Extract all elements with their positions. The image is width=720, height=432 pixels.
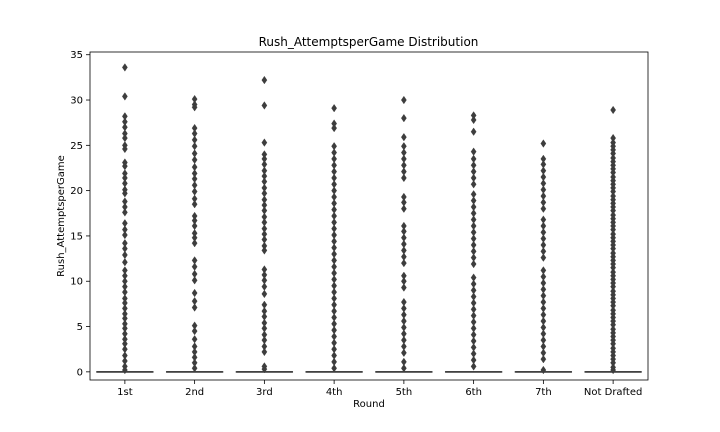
x-tick-label: 6th: [465, 387, 482, 398]
outlier-point: [470, 127, 477, 136]
outlier-point: [122, 92, 128, 101]
outlier-point: [401, 348, 407, 357]
outlier-point: [191, 200, 198, 209]
y-axis-title: Rush_AttemptsperGame: [56, 155, 67, 277]
outlier-point: [122, 189, 128, 198]
outlier-point: [610, 105, 616, 115]
outlier-point: [261, 347, 268, 357]
y-axis: 0 5 10 15 20 25 30 35: [70, 50, 90, 378]
outlier-point: [470, 362, 477, 371]
y-tick-label: 25: [70, 141, 83, 152]
outlier-point: [191, 262, 198, 271]
outlier-point: [470, 147, 477, 156]
outlier-point: [261, 246, 268, 255]
outlier-point: [331, 364, 337, 373]
x-tick-label: 3rd: [256, 387, 273, 398]
outlier-point: [470, 180, 477, 189]
outlier-point: [122, 144, 128, 154]
outlier-point: [191, 239, 198, 248]
outlier-point: [261, 138, 268, 147]
outlier-point: [401, 283, 407, 292]
chart-title: Rush_AttemptsperGame Distribution: [259, 35, 479, 49]
x-tick-label: 7th: [535, 387, 552, 398]
x-tick-label: Not Drafted: [584, 387, 642, 398]
outlier-point: [401, 258, 407, 268]
outlier-point: [401, 204, 407, 213]
outlier-point: [261, 282, 268, 291]
outlier-point: [261, 289, 268, 299]
outlier-point: [540, 365, 547, 375]
outlier-point: [191, 155, 198, 164]
outlier-point: [261, 101, 268, 110]
outlier-point: [401, 364, 407, 373]
outlier-point: [122, 63, 128, 72]
plot-frame: [89, 51, 649, 381]
outlier-point: [540, 355, 547, 364]
outlier-point: [610, 365, 616, 375]
outlier-point: [122, 208, 128, 217]
x-tick-label: 5th: [396, 387, 413, 398]
outlier-point: [191, 103, 198, 112]
outlier-point: [331, 104, 337, 113]
x-tick-label: 1st: [117, 387, 133, 398]
outlier-point: [401, 133, 407, 142]
outlier-point: [191, 364, 198, 373]
outlier-point: [540, 139, 547, 148]
x-axis-title: Round: [353, 399, 385, 410]
outlier-point: [191, 326, 198, 336]
outlier-point: [261, 364, 268, 374]
outlier-point: [331, 123, 337, 133]
outlier-point: [191, 276, 198, 285]
y-tick-label: 10: [70, 277, 83, 288]
outlier-point: [540, 253, 547, 262]
outlier-point: [470, 259, 477, 269]
outlier-point: [122, 365, 128, 375]
x-axis: 1st 2nd 3rd 4th 5th 6th 7th Not Drafted: [117, 380, 642, 398]
outlier-point: [401, 113, 407, 123]
x-tick-label: 4th: [326, 387, 343, 398]
outlier-point: [191, 303, 198, 312]
y-tick-label: 5: [77, 322, 83, 333]
outlier-point: [122, 230, 128, 240]
outlier-point: [122, 250, 128, 260]
y-tick-label: 0: [77, 367, 83, 378]
y-tick-label: 35: [70, 50, 83, 61]
outlier-point: [401, 173, 407, 183]
x-tick-label: 2nd: [185, 387, 204, 398]
outlier-points: [122, 63, 616, 375]
outlier-point: [191, 335, 198, 344]
y-tick-label: 30: [70, 96, 83, 107]
outlier-point: [122, 133, 128, 143]
outlier-point: [191, 187, 198, 196]
outlier-point: [401, 95, 407, 105]
outlier-point: [122, 258, 128, 267]
outlier-point: [191, 221, 198, 231]
y-tick-label: 15: [70, 231, 83, 242]
outlier-point: [191, 142, 198, 151]
y-tick-label: 20: [70, 186, 83, 197]
outlier-point: [470, 115, 477, 125]
outlier-point: [540, 204, 547, 213]
outlier-point: [261, 75, 268, 85]
outlier-point: [191, 288, 198, 298]
